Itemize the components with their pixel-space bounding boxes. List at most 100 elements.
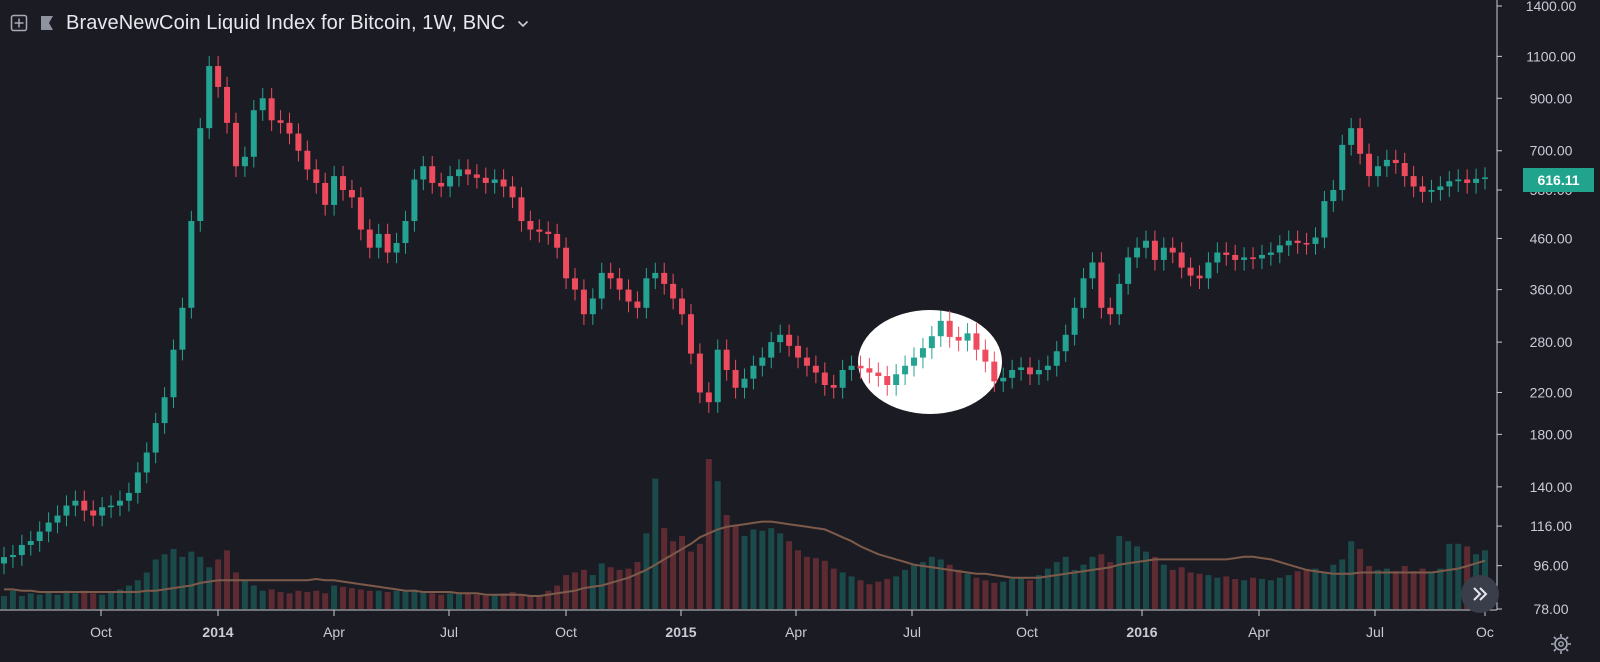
time-tick-label: Jul <box>440 624 458 640</box>
candle-body <box>1151 240 1158 260</box>
candle-body <box>714 349 721 403</box>
time-tick-label: Apr <box>785 624 807 640</box>
volume-bar <box>1241 580 1248 609</box>
volume-bar <box>1374 569 1381 609</box>
candle-body <box>1178 252 1185 268</box>
chart-title[interactable]: BraveNewCoin Liquid Index for Bitcoin, 1… <box>66 11 506 34</box>
volume-bar <box>928 556 935 609</box>
volume-bar <box>232 572 239 609</box>
chevron-down-icon[interactable] <box>517 16 529 31</box>
candle-body <box>1116 283 1123 315</box>
volume-bar <box>1410 571 1417 609</box>
candle-body <box>1214 252 1221 263</box>
volume-bar <box>36 594 43 609</box>
candle-body <box>1107 307 1114 315</box>
volume-bar <box>839 572 846 609</box>
candle-body <box>759 357 766 366</box>
candle-body <box>1312 237 1319 244</box>
candle-body <box>848 365 855 370</box>
volume-bar <box>759 530 766 609</box>
candle-body <box>456 169 463 177</box>
time-tick-label: Jul <box>903 624 921 640</box>
candle-body <box>982 349 989 362</box>
scroll-to-realtime-button[interactable] <box>1461 575 1499 613</box>
candle-body <box>500 179 507 187</box>
flag-icon[interactable] <box>38 14 56 32</box>
candle-body <box>1062 334 1069 352</box>
volume-bar <box>1071 569 1078 609</box>
volume-bar <box>589 575 596 609</box>
candle-body <box>946 320 953 337</box>
candle-body <box>1232 254 1239 260</box>
candle-body <box>1026 367 1033 375</box>
volume-bar <box>1303 569 1310 609</box>
candle-body <box>277 120 284 123</box>
price-tick-label: 280.00 <box>1530 334 1573 350</box>
volume-bar <box>464 593 471 609</box>
volume-bar <box>438 594 445 609</box>
candle-body <box>607 272 614 279</box>
candle-body <box>420 166 427 180</box>
volume-bar <box>518 594 525 609</box>
candle-body <box>919 348 926 358</box>
candle-body <box>224 86 231 123</box>
candle-body <box>1410 176 1417 187</box>
candle-body <box>723 349 730 370</box>
candle-body <box>1455 179 1462 182</box>
candle-body <box>143 452 150 473</box>
time-tick-label: 2014 <box>202 624 233 640</box>
volume-bar <box>750 529 757 609</box>
candle-body <box>1339 144 1346 191</box>
candle-body <box>866 368 873 373</box>
candle-body <box>259 98 266 111</box>
candle-body <box>830 385 837 388</box>
candle-body <box>1348 128 1355 145</box>
candle-body <box>1321 201 1328 238</box>
volume-bar <box>1187 572 1194 609</box>
candle-body <box>1401 163 1408 177</box>
candle-body <box>1392 159 1399 164</box>
volume-bar <box>1401 565 1408 609</box>
candle-body <box>241 156 248 167</box>
settings-gear-icon[interactable] <box>1549 632 1573 656</box>
candle-body <box>1294 240 1301 244</box>
candle-body <box>589 298 596 315</box>
candle-body <box>705 392 712 403</box>
candle-body <box>1134 247 1141 258</box>
candle-body <box>1303 243 1310 245</box>
volume-bar <box>946 564 953 609</box>
candle-body <box>812 365 819 373</box>
candle-body <box>1044 365 1051 370</box>
candle-body <box>839 369 846 388</box>
volume-bar <box>206 567 213 609</box>
volume-bar <box>1357 549 1364 609</box>
candle-body <box>402 221 409 244</box>
volume-bar <box>116 589 123 609</box>
volume-bar <box>1321 572 1328 609</box>
volume-bar <box>991 582 998 609</box>
volume-bar <box>973 577 980 609</box>
volume-bar <box>1018 577 1025 609</box>
candle-body <box>1160 247 1167 260</box>
candle-body <box>18 544 25 556</box>
candle-body <box>937 320 944 337</box>
volume-bar <box>99 594 106 609</box>
volume-bar <box>1151 556 1158 609</box>
candle-body <box>750 365 757 379</box>
crosshair-plus-icon[interactable] <box>10 14 28 32</box>
candle-body <box>679 298 686 315</box>
volume-bar <box>1267 580 1274 609</box>
candle-body <box>99 507 106 516</box>
volume-bar <box>1339 559 1346 609</box>
volume-bar <box>125 585 132 609</box>
volume-bar <box>687 551 694 609</box>
volume-bar <box>1000 581 1007 609</box>
volume-bar <box>268 589 275 609</box>
candle-body <box>598 272 605 299</box>
volume-bar <box>447 593 454 609</box>
volume-bar <box>1009 579 1016 609</box>
volume-bar <box>45 592 52 609</box>
volume-bar <box>348 588 355 609</box>
